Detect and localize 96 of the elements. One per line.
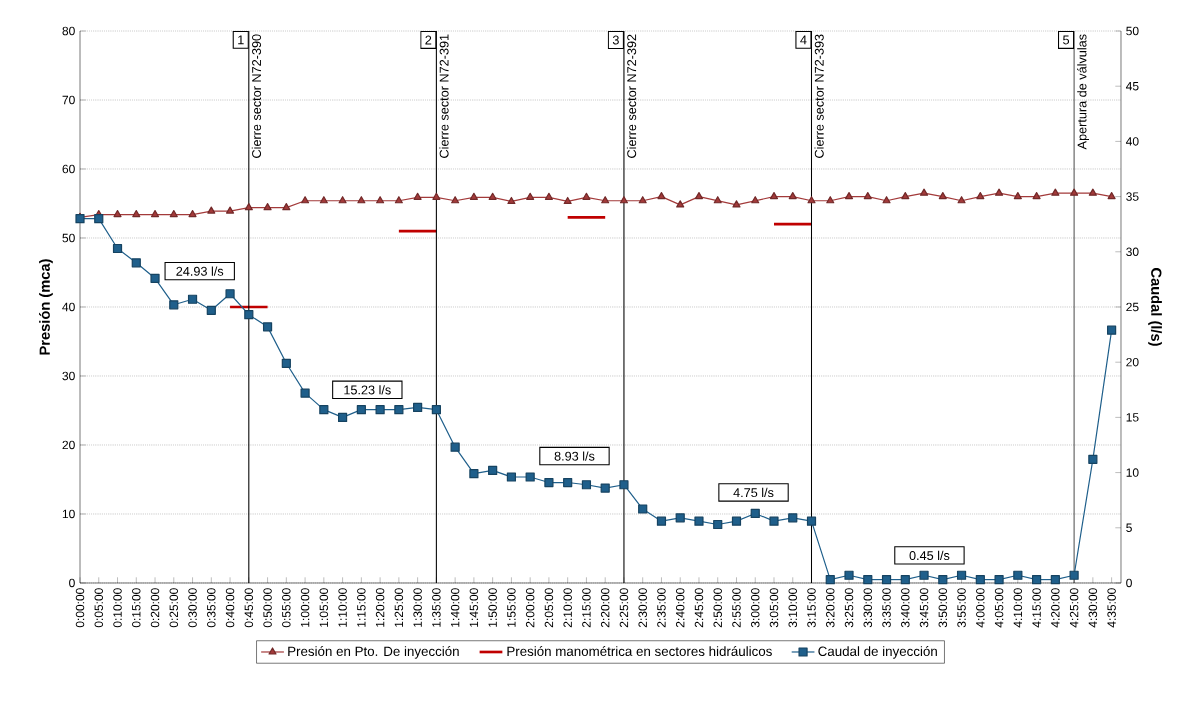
- ref-line-label: Cierre sector N72-392: [626, 34, 637, 158]
- x-tick-label: 1:05:00: [319, 588, 329, 627]
- x-tick-label: 1:15:00: [357, 588, 366, 627]
- x-tick-label: 2:20:00: [600, 588, 610, 628]
- y-tick-label: 20: [62, 440, 75, 450]
- x-tick-label: 3:25:00: [844, 588, 854, 628]
- x-tick-label: 1:20:00: [375, 588, 385, 627]
- x-tick-label: 0:45:00: [244, 588, 254, 628]
- x-tick-label: 0:25:00: [169, 588, 179, 628]
- x-tick-label: 2:10:00: [563, 588, 572, 628]
- x-tick-label: 4:25:00: [1069, 588, 1079, 628]
- x-tick-label: 0:55:00: [282, 588, 291, 628]
- x-tick-label: 1:40:00: [450, 588, 460, 627]
- x-tick-label: 2:00:00: [525, 588, 535, 628]
- x-tick-label: 4:35:00: [1107, 588, 1116, 628]
- x-tick-label: 0:15:00: [132, 588, 141, 628]
- y-tick-label: 70: [62, 95, 75, 105]
- annotation: 4.75 l/s: [733, 487, 774, 498]
- x-tick-label: 1:25:00: [394, 588, 404, 627]
- x-tick-label: 3:55:00: [957, 588, 966, 628]
- x-tick-label: 0:05:00: [94, 588, 104, 628]
- y2-tick-label: 5: [1126, 523, 1132, 532]
- x-tick-label: 3:30:00: [863, 588, 873, 628]
- x-tick-label: 0:20:00: [150, 588, 160, 628]
- x-tick-label: 1:35:00: [432, 588, 441, 627]
- annotation: 8.93 l/s: [554, 451, 595, 461]
- x-tick-label: 2:35:00: [657, 588, 666, 628]
- y-tick-label: 60: [62, 164, 75, 174]
- x-tick-label: 0:40:00: [225, 588, 235, 628]
- y2-tick-label: 50: [1126, 26, 1139, 36]
- x-tick-label: 4:05:00: [994, 588, 1004, 628]
- x-tick-label: 0:00:00: [75, 588, 85, 628]
- x-tick-label: 4:10:00: [1013, 588, 1023, 628]
- x-tick-label: 2:45:00: [694, 588, 704, 628]
- x-tick-label: 2:40:00: [675, 588, 685, 628]
- annotation: 24.93 l/s: [176, 266, 224, 276]
- x-tick-label: 3:45:00: [919, 588, 929, 628]
- x-tick-label: 1:45:00: [469, 588, 479, 627]
- x-tick-label: 0:10:00: [113, 588, 122, 628]
- x-tick-label: 0:35:00: [207, 588, 216, 628]
- x-tick-label: 0:30:00: [188, 588, 197, 628]
- legend-label: Caudal de inyección: [818, 646, 937, 659]
- y-axis-title: Presión (mca): [39, 259, 53, 355]
- x-tick-label: 0:50:00: [263, 588, 272, 628]
- y2-tick-label: 45: [1125, 82, 1139, 91]
- x-tick-label: 3:05:00: [769, 588, 779, 628]
- annotation: 0.45 l/s: [909, 550, 950, 561]
- x-tick-label: 3:00:00: [750, 588, 760, 628]
- x-tick-label: 4:00:00: [976, 588, 985, 628]
- annotation: 2: [425, 35, 432, 45]
- ref-line-label: Cierre sector N72-390: [251, 34, 262, 158]
- x-tick-label: 2:55:00: [732, 588, 741, 628]
- x-tick-label: 3:20:00: [826, 588, 835, 628]
- x-tick-label: 1:10:00: [338, 588, 347, 627]
- x-tick-label: 3:35:00: [882, 588, 891, 628]
- x-tick-label: 3:10:00: [788, 588, 798, 628]
- y2-tick-label: 0: [1126, 578, 1132, 588]
- x-tick-label: 2:50:00: [713, 588, 722, 628]
- x-tick-label: 1:00:00: [300, 588, 310, 627]
- annotation: 1: [238, 35, 244, 45]
- x-tick-label: 2:15:00: [582, 588, 591, 628]
- y-tick-label: 30: [62, 371, 75, 381]
- y-tick-label: 40: [62, 302, 75, 312]
- annotation: 15.23 l/s: [344, 385, 391, 395]
- annotation: 4: [800, 35, 807, 45]
- x-tick-label: 1:50:00: [488, 588, 497, 627]
- x-tick-label: 1:55:00: [507, 588, 516, 627]
- x-tick-label: 2:30:00: [638, 588, 647, 628]
- y-tick-label: 0: [69, 578, 75, 588]
- x-tick-label: 1:30:00: [413, 588, 422, 627]
- y2-tick-label: 40: [1125, 137, 1139, 146]
- y2-tick-label: 15: [1126, 413, 1139, 422]
- ref-line-label: Cierre sector N72-393: [814, 34, 824, 158]
- x-tick-label: 4:30:00: [1088, 588, 1098, 628]
- y-tick-label: 50: [62, 233, 75, 243]
- legend-label: Presión en Pto. De inyección: [288, 646, 459, 659]
- annotation: 5: [1063, 35, 1070, 45]
- x-tick-label: 4:20:00: [1051, 588, 1060, 628]
- x-tick-label: 4:15:00: [1032, 588, 1041, 628]
- x-tick-label: 3:40:00: [901, 588, 910, 628]
- y2-axis-title: Caudal (l/s): [1148, 268, 1162, 346]
- x-tick-label: 3:15:00: [807, 588, 816, 628]
- legend-label: Presión manométrica en sectores hidráulicos: [507, 646, 772, 657]
- y-tick-label: 80: [62, 26, 75, 36]
- ref-line-label: Cierre sector N72-391: [439, 34, 449, 158]
- y2-tick-label: 10: [1126, 468, 1139, 477]
- ref-line-label: Apertura de válvulas: [1077, 34, 1089, 150]
- y2-tick-label: 20: [1126, 357, 1139, 367]
- x-tick-label: 2:05:00: [544, 588, 554, 628]
- x-tick-label: 3:50:00: [938, 588, 948, 628]
- x-tick-label: 2:25:00: [619, 588, 629, 628]
- y2-tick-label: 30: [1126, 247, 1139, 257]
- y2-tick-label: 25: [1126, 302, 1139, 312]
- annotation: 3: [612, 35, 619, 45]
- y2-tick-label: 35: [1126, 192, 1139, 201]
- y-tick-label: 10: [62, 509, 75, 519]
